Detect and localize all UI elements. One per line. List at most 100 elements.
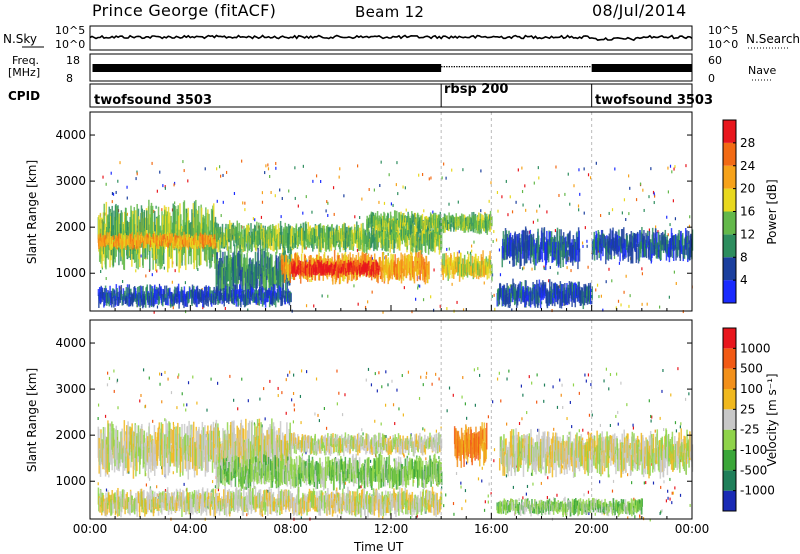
power-cell [544,282,547,294]
power-cell [381,239,384,251]
power-cell [141,293,144,309]
power-cell [319,263,321,273]
power-cell [566,234,569,248]
power-cell [465,261,468,276]
power-cell [166,235,169,241]
power-cell [222,200,224,204]
velocity-cell [518,422,521,426]
power-cell [529,229,532,256]
velocity-cell [292,420,295,424]
power-cell [489,250,491,269]
power-cell [414,235,416,253]
power-cell [105,277,107,281]
power-cell [397,220,399,235]
velocity-cell [292,391,295,395]
power-cell [641,272,644,276]
velocity-cell [132,443,135,479]
velocity-cell [125,425,128,454]
power-cell [164,294,166,300]
power-cell [302,261,304,271]
power-cell [672,199,674,203]
power-cell [244,236,246,252]
power-cell [268,295,271,308]
velocity-cell [173,491,176,495]
power-colorbar-tick: 24 [740,159,755,173]
velocity-cell [654,429,656,433]
power-cell [360,268,362,274]
velocity-cell [374,372,376,376]
power-cell [639,182,642,186]
velocity-cell [532,482,534,486]
power-cell [581,287,584,304]
velocity-cell [128,470,130,474]
power-cell [582,244,584,248]
y-tick-label: 1000 [55,266,86,280]
power-cell [308,256,310,267]
power-cell [220,288,222,298]
power-cell [558,240,560,266]
power-cell [432,210,434,214]
power-cell [183,169,185,173]
velocity-cell [466,416,468,420]
power-cell [675,281,677,285]
velocity-cell [301,453,303,457]
power-cell [483,258,486,268]
power-cell [317,267,319,274]
power-cell [363,233,366,253]
velocity-cell [648,399,650,403]
power-cell [111,205,113,240]
power-cell [262,227,265,242]
power-cell [315,268,318,273]
velocity-cell [246,430,249,467]
power-cell [334,228,336,237]
power-cell [195,286,198,301]
velocity-cell [213,447,216,469]
power-cell [229,254,232,268]
nave-dot [498,66,501,68]
velocity-cell [185,450,188,472]
power-cell [625,218,627,222]
power-cell [425,256,428,273]
power-cell [642,188,644,192]
power-cell [537,283,539,294]
power-cell [430,176,432,180]
power-cell [363,254,366,267]
velocity-cell [259,397,261,401]
power-colorbar-segment [723,142,736,166]
velocity-cell [543,399,545,403]
power-cell [536,248,539,264]
power-cell [628,212,630,216]
power-cell [276,292,278,301]
power-cell [316,225,318,239]
power-cell [586,296,589,305]
power-cell [294,266,297,277]
power-cell [439,211,442,225]
velocity-cell [189,446,191,470]
power-cell [249,235,252,245]
power-cell [271,286,273,299]
nave-dot [461,66,463,68]
power-cell [147,235,149,243]
power-cell [485,213,488,222]
power-cell [371,267,374,277]
power-cell [140,254,142,258]
velocity-cell [583,493,585,497]
velocity-cell [272,422,275,450]
power-cell [118,232,121,244]
power-cell [158,291,160,301]
velocity-cell [481,479,483,483]
power-cell [241,229,243,245]
velocity-cell [431,382,433,386]
velocity-cell [403,454,405,458]
velocity-cell [215,419,218,454]
nsky-tick-top: 10^5 [55,24,86,37]
velocity-cell [230,421,232,455]
velocity-cell [588,512,590,516]
power-cell [182,202,185,246]
nave-dot [453,66,456,68]
power-cell [320,266,322,276]
velocity-cell [113,369,115,373]
velocity-cell [247,399,249,403]
velocity-cell [248,438,250,466]
velocity-cell [104,414,107,418]
